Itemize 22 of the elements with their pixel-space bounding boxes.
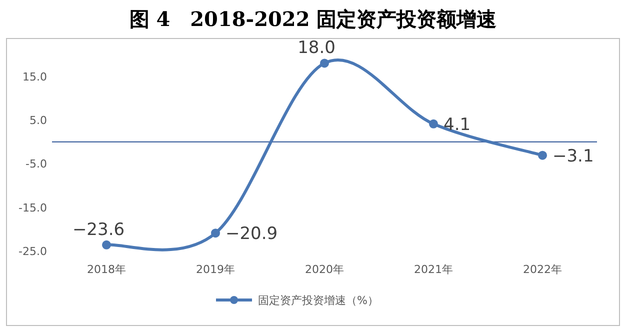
x-tick-label: 2018年 [87,263,126,276]
point [429,119,438,128]
x-tick-label: 2021年 [414,263,453,276]
x-tick-label: 2019年 [196,263,235,276]
y-tick-label: -15.0 [18,201,47,214]
data-label: −23.6 [72,220,125,240]
data-label: −20.9 [226,224,278,244]
y-tick-label: -25.0 [18,245,47,258]
data-label: 18.0 [298,38,336,58]
legend-label: 固定资产投资增速（%） [258,294,378,307]
y-tick-label: 15.0 [22,70,47,84]
y-tick-label: 5.0 [30,114,47,127]
chart-title: 图 4 2018-2022 固定资产投资额增速 [129,7,497,31]
point [211,228,220,238]
point [102,240,111,250]
y-tick-label: -5.0 [26,158,47,171]
data-label: 4.1 [444,114,471,135]
x-tick-label: 2020年 [305,263,344,276]
x-tick-label: 2022年 [523,263,562,276]
point [320,58,329,68]
point [538,150,547,160]
data-label: −3.1 [552,146,594,166]
